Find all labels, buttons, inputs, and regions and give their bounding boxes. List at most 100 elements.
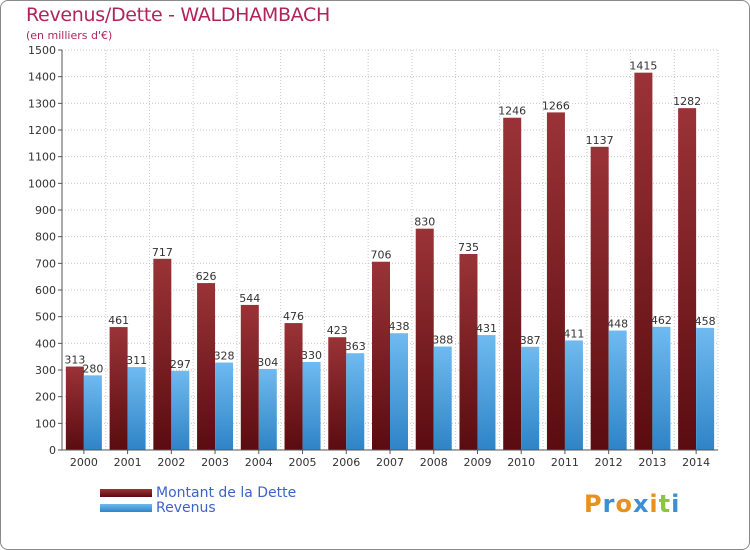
x-tick-label: 2005 [289, 456, 317, 469]
bar-debt [153, 258, 172, 450]
bar-revenue [390, 333, 408, 450]
bar-revenue [521, 346, 540, 450]
bar-revenue [171, 370, 190, 450]
y-tick-label: 200 [35, 391, 56, 404]
data-label-revenue: 431 [476, 322, 497, 335]
bar-debt [459, 254, 478, 450]
legend-label-revenue: Revenus [156, 499, 216, 516]
y-axis: 0 100 200 300 400 500 600 700 800 900 1000 1100 1200… [28, 44, 63, 457]
data-label-debt: 717 [152, 246, 173, 259]
bar-debt [65, 366, 84, 450]
logo-letter: o [615, 490, 633, 518]
data-label-revenue: 297 [170, 358, 191, 371]
logo-letter: r [602, 490, 616, 518]
data-label-revenue: 280 [82, 362, 103, 375]
y-tick-label: 700 [35, 257, 56, 270]
x-tick-label: 2004 [245, 456, 273, 469]
chart-title: Revenus/Dette - WALDHAMBACH [26, 4, 330, 26]
bar-revenue [608, 330, 627, 450]
x-tick-label: 2002 [157, 456, 185, 469]
legend-item-debt: Montant de la Dette [100, 484, 297, 501]
bar-debt [634, 72, 653, 451]
bar-debt [109, 327, 128, 450]
data-label-debt: 461 [108, 314, 129, 327]
bar-debt [240, 304, 259, 450]
y-tick-label: 600 [35, 284, 56, 297]
data-label-revenue: 328 [214, 350, 235, 363]
y-tick-label: 1100 [28, 151, 56, 164]
x-tick-label: 2006 [332, 456, 360, 469]
y-tick-label: 900 [35, 204, 56, 217]
x-tick-label: 2013 [638, 456, 666, 469]
logo-letter: P [584, 490, 603, 518]
legend-label-debt: Montant de la Dette [156, 484, 297, 501]
x-tick-label: 2009 [463, 456, 491, 469]
x-tick-label: 2003 [201, 456, 229, 469]
legend: Montant de la Dette Revenus [100, 484, 297, 516]
bar-debt [415, 228, 434, 450]
data-label-debt: 313 [64, 354, 85, 367]
data-label-revenue: 458 [695, 315, 716, 328]
data-label-debt: 626 [196, 270, 217, 283]
bar-revenue [258, 368, 277, 450]
data-label-debt: 735 [458, 241, 479, 254]
x-tick-label: 2010 [507, 456, 535, 469]
bar-revenue [433, 346, 452, 450]
bar-revenue [477, 335, 496, 450]
bar-revenue [652, 326, 671, 450]
bar-debt [503, 117, 522, 450]
y-tick-label: 1300 [28, 97, 56, 110]
data-label-revenue: 363 [345, 340, 366, 353]
data-label-debt: 544 [239, 292, 260, 305]
data-label-debt: 476 [283, 310, 304, 323]
y-tick-label: 400 [35, 337, 56, 350]
data-label-revenue: 387 [520, 334, 541, 347]
y-tick-label: 1200 [28, 124, 56, 137]
data-label-revenue: 438 [389, 320, 410, 333]
data-label-revenue: 330 [301, 349, 322, 362]
x-tick-label: 2000 [70, 456, 98, 469]
data-label-revenue: 311 [126, 354, 147, 367]
bar-debt [546, 112, 565, 451]
x-tick-label: 2008 [420, 456, 448, 469]
x-tick-label: 2007 [376, 456, 404, 469]
x-tick-label: 2014 [682, 456, 710, 469]
bar-debt [372, 261, 390, 450]
logo-letter: i [671, 490, 681, 518]
bar-debt [590, 146, 609, 451]
y-tick-label: 300 [35, 364, 56, 377]
legend-item-revenue: Revenus [100, 499, 296, 516]
data-label-revenue: 411 [563, 327, 584, 340]
data-label-debt: 706 [371, 249, 392, 262]
data-label-debt: 423 [327, 324, 348, 337]
logo-letter: x [632, 490, 650, 518]
data-label-debt: 830 [414, 216, 435, 229]
bar-debt [678, 108, 697, 450]
bar-revenue [215, 362, 234, 450]
y-tick-label: 1500 [28, 44, 56, 57]
legend-swatch-debt [100, 488, 152, 497]
y-tick-label: 1400 [28, 71, 56, 84]
data-label-debt: 1266 [542, 99, 570, 112]
y-tick-label: 0 [49, 444, 56, 457]
data-label-debt: 1246 [498, 105, 526, 118]
data-label-debt: 1415 [629, 60, 657, 73]
bars [65, 72, 715, 451]
logo-letter: t [658, 490, 672, 518]
bar-debt [284, 323, 303, 450]
x-tick-label: 2011 [551, 456, 579, 469]
bar-revenue [127, 367, 146, 450]
y-tick-label: 800 [35, 231, 56, 244]
y-tick-label: 500 [35, 311, 56, 324]
bar-revenue [564, 340, 583, 450]
y-tick-label: 1000 [28, 177, 56, 190]
legend-swatch-revenue [100, 503, 152, 512]
bar-revenue [302, 362, 321, 450]
data-label-debt: 1282 [673, 95, 701, 108]
bar-debt [197, 283, 216, 450]
bar-debt [328, 337, 347, 450]
bar-revenue [696, 327, 715, 450]
data-label-revenue: 448 [607, 318, 628, 331]
